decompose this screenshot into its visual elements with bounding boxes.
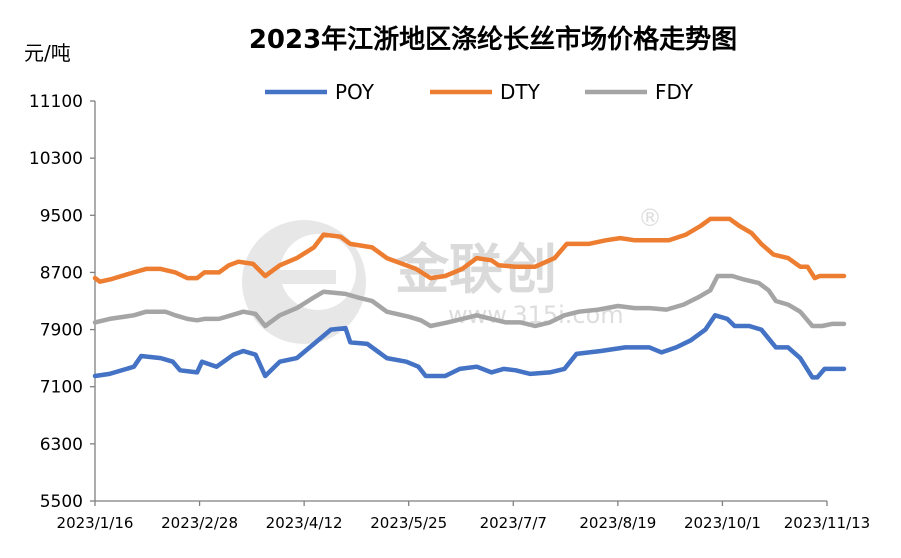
legend-label-fdy: FDY (655, 80, 694, 104)
series-line-dty (92, 216, 847, 284)
y-tick-label: 8700 (40, 263, 83, 283)
y-tick-label: 9500 (40, 206, 83, 226)
watermark-registered-mark: ® (638, 204, 662, 232)
x-tick-label: 2023/4/12 (266, 514, 343, 532)
series-line-fdy (92, 273, 847, 329)
x-tick-label: 2023/1/16 (57, 514, 134, 532)
x-tick-label: 2023/8/19 (579, 514, 656, 532)
legend-label-poy: POY (335, 80, 375, 104)
y-axis-unit-label: 元/吨 (24, 41, 71, 65)
series-layer (92, 216, 847, 380)
x-tick-label: 2023/2/28 (161, 514, 238, 532)
y-tick-label: 11100 (29, 92, 83, 112)
x-tick-label: 2023/7/7 (480, 514, 547, 532)
x-axis: 2023/1/16 2023/2/28 2023/4/12 2023/5/25 2023… (57, 500, 870, 532)
legend: POY DTY FDY (265, 80, 694, 104)
legend-label-dty: DTY (500, 80, 541, 104)
y-tick-label: 7900 (40, 321, 83, 341)
series-line-poy (92, 313, 847, 380)
watermark-logo-icon (242, 220, 366, 344)
y-tick-label: 7100 (40, 378, 83, 398)
y-axis: 5500 6300 7100 7900 8700 9500 10300 11100 (29, 92, 96, 512)
x-tick-label: 2023/10/1 (684, 514, 761, 532)
y-tick-label: 5500 (40, 492, 83, 512)
x-tick-label: 2023/5/25 (370, 514, 447, 532)
y-tick-label: 10300 (29, 149, 83, 169)
x-tick-label: 2023/11/13 (784, 514, 870, 532)
y-tick-label: 6300 (40, 435, 83, 455)
chart-title: 2023年江浙地区涤纶长丝市场价格走势图 (249, 24, 737, 55)
